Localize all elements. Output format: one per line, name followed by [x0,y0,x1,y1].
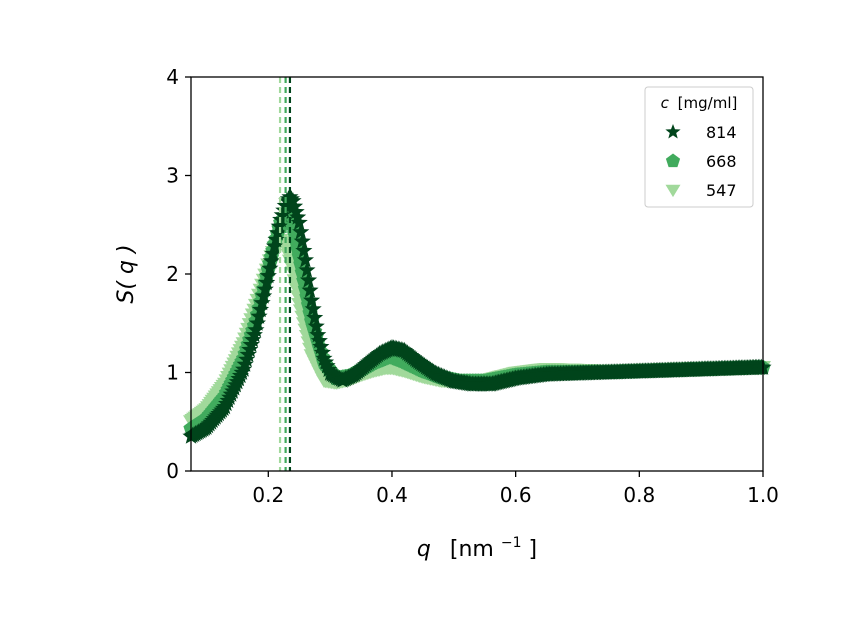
y-axis-label-pre: S( [114,280,139,304]
y-tick-label: 2 [166,262,179,286]
series-814-point [252,300,270,318]
x-axis-label-exponent: −1 [501,535,522,551]
series-814-point [310,332,328,349]
x-axis-label-var: q [417,537,431,562]
legend-label-547: 547 [706,181,737,200]
series-814-point [287,202,305,220]
series-814-point [284,192,302,209]
x-tick-label: 0.2 [252,483,284,507]
y-tick-label: 1 [166,361,179,385]
series-814-point [307,317,325,334]
x-tick-label: 1.0 [747,483,779,507]
series-814-point [290,213,308,231]
series-814-point [253,294,271,311]
legend-entries: 814 668 547 [665,123,737,200]
series-814-point [299,271,318,288]
series-814-point [313,343,331,361]
y-tick-label: 0 [166,459,179,483]
legend-title-units: [mg/ml] [678,94,738,112]
series-814-point [259,267,277,284]
y-tick-label: 4 [166,65,179,89]
y-axis-label-var: q [114,260,139,274]
series-814-point [312,337,330,355]
series-814-point [303,291,321,308]
series-814-point [270,217,288,234]
legend-marker-814 [665,124,681,139]
x-tick-label: 0.4 [376,483,408,507]
y-axis-label: S( q ) [114,244,139,303]
y-tick-label: 3 [166,164,179,188]
legend-title: c [mg/ml] [661,94,738,112]
series-814-point [258,273,276,290]
series-814-point [301,281,319,298]
series-814-point [255,287,273,304]
series-814-point [289,208,307,225]
x-tick-label: 0.8 [623,483,655,507]
x-axis-label-close: ] [528,537,537,562]
series-814-point [304,300,322,317]
legend-marker-668 [665,153,681,168]
series-814-point [292,223,310,240]
series-814-point [286,197,304,214]
x-tick-label: 0.6 [500,483,532,507]
series-814-point [262,252,280,269]
series-814-point [269,224,287,241]
legend-box [644,86,754,208]
series-814-point [264,244,282,262]
legend-marker-547 [665,184,681,198]
series-814-point [296,251,314,268]
series-814-point [298,261,316,278]
legend-label-814: 814 [706,123,737,142]
series-814-point [306,308,324,326]
series-814-point [265,237,283,254]
series-814-point [248,314,266,331]
legend: c [mg/ml] 814 668 547 [644,86,754,208]
series-814-point [293,232,311,249]
legend-title-var: c [661,94,670,112]
series-814-point [261,259,279,276]
series-814-point [267,230,285,248]
series-814 [182,188,772,444]
series-814-point [295,241,313,259]
y-axis-label-post: ) [114,244,139,255]
series-814-point [309,326,327,343]
x-axis-label-units: [nm [450,537,494,562]
ticks-layer: 0.2 0.4 0.6 0.8 1.0 0 1 2 3 4 [166,65,779,507]
peak-lines-layer [278,77,292,471]
data-layer [182,188,772,444]
series-814-point [247,321,265,338]
series-814-point [250,307,268,324]
series-814-point [256,280,274,297]
legend-label-668: 668 [706,152,737,171]
x-axis-label: q [nm −1 ] [417,528,537,562]
